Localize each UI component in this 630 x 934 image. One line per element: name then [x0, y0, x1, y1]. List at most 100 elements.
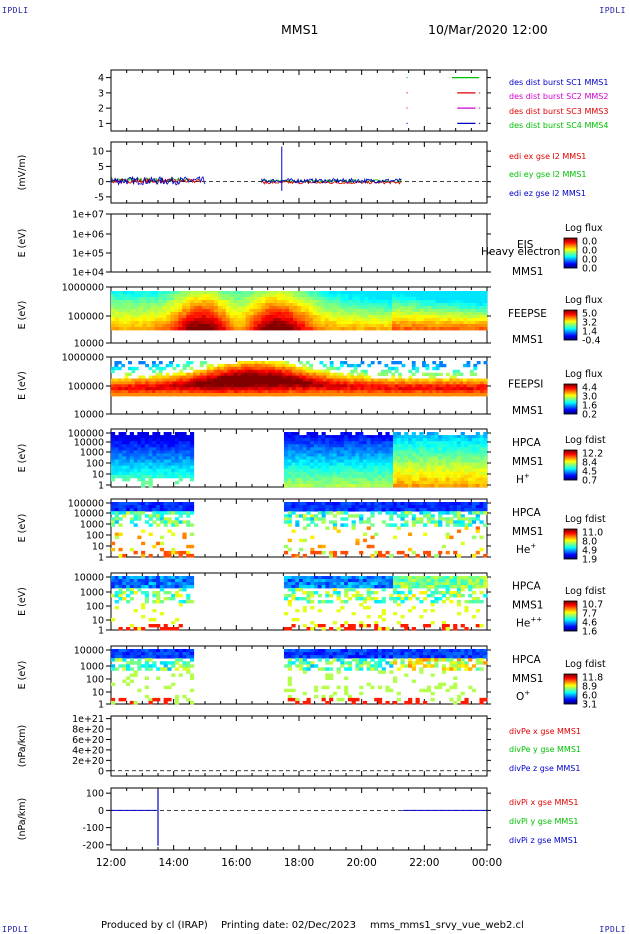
panel-feepse-cell — [142, 303, 148, 307]
panel-hpca-h-cell — [156, 459, 161, 463]
panel-hpca-h-cell — [370, 477, 375, 482]
panel-feepse-cell — [221, 306, 227, 310]
panel-feepsi-cell — [254, 390, 259, 394]
panel-feepsi-cell — [326, 381, 331, 385]
panel-hpca-h-cell — [423, 459, 428, 463]
panel-feepsi-cell — [439, 390, 443, 394]
panel-feepsi-cell — [162, 381, 167, 385]
panel-hpca-h-cell — [118, 447, 123, 451]
panel-hpca-hepp-cell — [167, 576, 172, 580]
panel-feepse-cell — [146, 321, 151, 325]
panel-feepse-cell — [253, 327, 258, 331]
panel-feepsi-cell — [152, 369, 156, 374]
panel-feepse-cell — [336, 300, 341, 304]
panel-hpca-he-cell — [163, 508, 168, 512]
panel-feepsi-cell — [367, 381, 372, 385]
panel-hpca-h-cell — [171, 471, 176, 476]
panel-hpca-he-cell — [291, 511, 296, 515]
panel-hpca-h-cell — [163, 438, 168, 442]
panel-hpca-h-cell — [283, 477, 289, 482]
panel-hpca-h-cell — [441, 483, 447, 488]
panel-feepsi-cell — [145, 363, 149, 368]
panel-feepse-cell — [328, 312, 334, 316]
panel-feepse-cell — [447, 300, 452, 304]
panel-hpca-he-cell — [460, 505, 465, 509]
panel-feepse-cell — [443, 315, 448, 319]
panel-hpca-h-cell — [434, 456, 439, 460]
panel-feepsi-cell — [384, 378, 389, 382]
panel-feepsi-cell — [387, 381, 392, 385]
panel-feepse-cell — [285, 306, 290, 310]
panel-feepse-cell — [249, 297, 254, 301]
panel-hpca-he-cell — [129, 547, 134, 552]
panel-hpca-h-cell — [374, 468, 379, 473]
panel-hpca-h-cell — [385, 468, 390, 473]
panel-hpca-h-cell — [404, 438, 409, 442]
panel-feepse-cell — [348, 312, 353, 316]
panel-hpca-hepp-cell — [156, 576, 161, 580]
panel-hpca-hepp-cell — [126, 594, 131, 598]
panel-hpca-he-cell — [438, 505, 443, 509]
panel-hpca-hepp-cell — [148, 585, 153, 589]
panel-feepsi-cell — [391, 384, 396, 388]
panel-feepse-cell — [411, 291, 417, 295]
panel-hpca-h-cell — [430, 462, 435, 467]
panel-feepse-cell — [249, 315, 254, 319]
panel-hpca-h-cell — [111, 432, 116, 436]
panel-hpca-h-cell — [362, 459, 368, 463]
panel-feepsi-cell — [175, 381, 180, 385]
panel-hpca-h-cell — [159, 462, 165, 467]
panel-hpca-h-cell — [314, 441, 319, 445]
panel-feepsi-cell — [363, 378, 368, 382]
panel-hpca-he-cell — [159, 514, 165, 518]
panel-feepse-cell — [439, 312, 444, 316]
panel-hpca-he-cell — [423, 550, 428, 555]
panel-hpca-he-cell — [385, 550, 390, 555]
panel-hpca-hepp-cell — [144, 576, 149, 580]
panel-hpca-h-cell — [314, 465, 319, 470]
panel-hpca-h-cell — [291, 453, 296, 457]
panel-feepse-cell — [245, 306, 250, 310]
panel-hpca-hepp-cell — [156, 579, 161, 583]
panel-hpca-he-cell — [355, 514, 360, 518]
panel-feepse-cell — [166, 315, 171, 319]
panel-feepsi-cell — [169, 361, 173, 365]
panel-feepse-cell — [471, 315, 476, 319]
panel-feepse-cell — [245, 318, 250, 322]
panel-hpca-h-cell — [152, 435, 157, 439]
panel-hpca-h-cell — [126, 453, 131, 457]
panel-feepse-cell — [447, 294, 452, 298]
panel-hpca-h-cell — [182, 441, 187, 445]
panel-hpca-h-cell — [178, 447, 183, 451]
panel-hpca-h-spectrogram — [111, 432, 488, 488]
panel-hpca-h-cell — [163, 444, 168, 448]
panel-hpca-he-cell — [171, 550, 176, 555]
panel-feepse-cell — [249, 291, 254, 295]
panel-feepse-cell — [138, 294, 144, 298]
panel-feepsi-cell — [172, 387, 177, 391]
panel-hpca-h-cell — [186, 468, 191, 473]
panel-hpca-h-cell — [283, 441, 289, 445]
panel-hpca-h-cell — [126, 447, 131, 451]
panel-feepsi-cell — [257, 375, 262, 379]
panel-feepsi-cell — [425, 366, 430, 371]
panel-feepse-cell — [202, 327, 207, 331]
panel-feepse-cell — [150, 327, 155, 331]
panel-feepse-cell — [213, 300, 219, 304]
panel-feepse-cell — [202, 312, 207, 316]
panel-feepse-cell — [483, 318, 488, 322]
panel-hpca-he-cell — [332, 505, 337, 509]
panel-hpca-he-cell — [370, 553, 375, 558]
panel-hpca-h-cell — [415, 465, 420, 470]
panel-hpca-he-cell — [310, 550, 315, 555]
panel-feepsi-cell — [257, 384, 262, 388]
panel-hpca-h-cell — [329, 441, 334, 445]
panel-hpca-h-cell — [287, 480, 292, 485]
panel-hpca-h-cell — [475, 480, 480, 485]
panel-feepsi-cell — [292, 384, 296, 388]
panel-hpca-h-cell — [167, 435, 172, 439]
panel-hpca-hepp-cell — [163, 576, 168, 580]
panel-feepse-cell — [435, 327, 440, 331]
panel-feepsi-cell — [227, 381, 232, 385]
